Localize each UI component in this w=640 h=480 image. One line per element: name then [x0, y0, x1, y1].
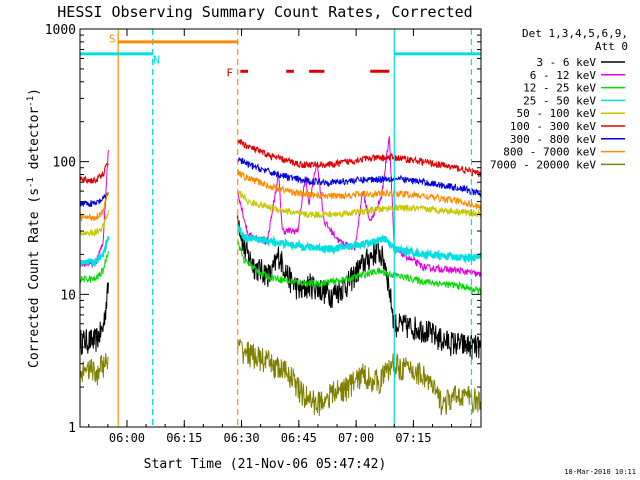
- legend-label-300-800-kev: 300 - 800 keV: [510, 133, 596, 146]
- legend-label-100-300-kev: 100 - 300 keV: [510, 120, 596, 133]
- x-tick-label-4: 07:00: [338, 431, 374, 445]
- series-line-800-7000-kev-pre: [79, 191, 109, 223]
- series-line-12-25-kev-pre: [79, 251, 109, 284]
- series-line-800-7000-kev-post: [237, 169, 482, 211]
- y-tick-label-0: 1: [68, 421, 76, 436]
- y-axis-label-main: Corrected Count Rate (s: [27, 188, 42, 368]
- plot-frame: [79, 28, 482, 428]
- legend-header-attenuator: Att 0: [595, 40, 628, 53]
- legend-label-3-6-kev: 3 - 6 keV: [536, 56, 596, 69]
- legend-label-800-7000-kev: 800 - 7000 keV: [503, 146, 596, 159]
- series-line-25-50-kev-post: [237, 224, 482, 265]
- series-line-7000-20000-kev-post: [237, 338, 482, 417]
- series-line-50-100-kev-post: [237, 189, 482, 219]
- footer-timestamp: 18-Mar-2010 10:11: [564, 468, 636, 476]
- legend-label-25-50-kev: 25 - 50 keV: [523, 94, 596, 107]
- series-line-300-800-kev-pre: [79, 191, 109, 208]
- x-tick-label-5: 07:15: [395, 431, 431, 445]
- y-axis-label-sup-1: -1: [26, 177, 36, 188]
- axes: 06:00 06:15 06:30 06:45 07:00 07:15 1 10 100 1000: [45, 23, 481, 445]
- y-axis-label: Corrected Count Rate (s-1 detector-1): [26, 88, 42, 368]
- x-tick-label-1: 06:15: [166, 431, 202, 445]
- y-tick-label-1: 10: [60, 288, 76, 303]
- state-flag-s: S: [109, 32, 116, 45]
- legend-label-7000-20000-kev: 7000 - 20000 keV: [490, 158, 596, 171]
- state-flag-n: N: [153, 53, 160, 66]
- legend-label-50-100-kev: 50 - 100 keV: [517, 107, 597, 120]
- y-axis-label-end: ): [27, 88, 42, 96]
- x-tick-label-2: 06:30: [223, 431, 259, 445]
- legend-header-detectors: Det 1,3,4,5,6,9,: [522, 27, 628, 40]
- y-axis-label-mid: detector: [27, 107, 42, 178]
- series-lines: [79, 135, 482, 417]
- series-line-12-25-kev-post: [237, 241, 482, 295]
- series-line-50-100-kev-pre: [79, 209, 109, 237]
- series-line-3-6-kev-post: [237, 215, 482, 360]
- series-line-3-6-kev-pre: [79, 282, 109, 356]
- series-line-25-50-kev-pre: [79, 236, 110, 268]
- x-tick-label-0: 06:00: [109, 431, 145, 445]
- series-line-100-300-kev-pre: [79, 162, 109, 184]
- state-flag-f: F: [226, 67, 233, 80]
- x-axis-label: Start Time (21-Nov-06 05:47:42): [144, 457, 387, 472]
- state-bars: S N F: [80, 29, 481, 427]
- y-tick-label-3: 1000: [45, 23, 76, 38]
- series-line-100-300-kev-post: [237, 138, 482, 178]
- y-tick-label-2: 100: [53, 156, 76, 171]
- series-line-7000-20000-kev-pre: [79, 353, 109, 386]
- series-line-300-800-kev-post: [237, 156, 482, 197]
- legend-label-12-25-kev: 12 - 25 keV: [523, 82, 596, 95]
- y-axis-label-sup-2: -1: [26, 96, 36, 107]
- chart-title: HESSI Observing Summary Count Rates, Cor…: [57, 3, 472, 21]
- x-tick-label-3: 06:45: [281, 431, 317, 445]
- legend-label-6-12-kev: 6 - 12 keV: [530, 69, 597, 82]
